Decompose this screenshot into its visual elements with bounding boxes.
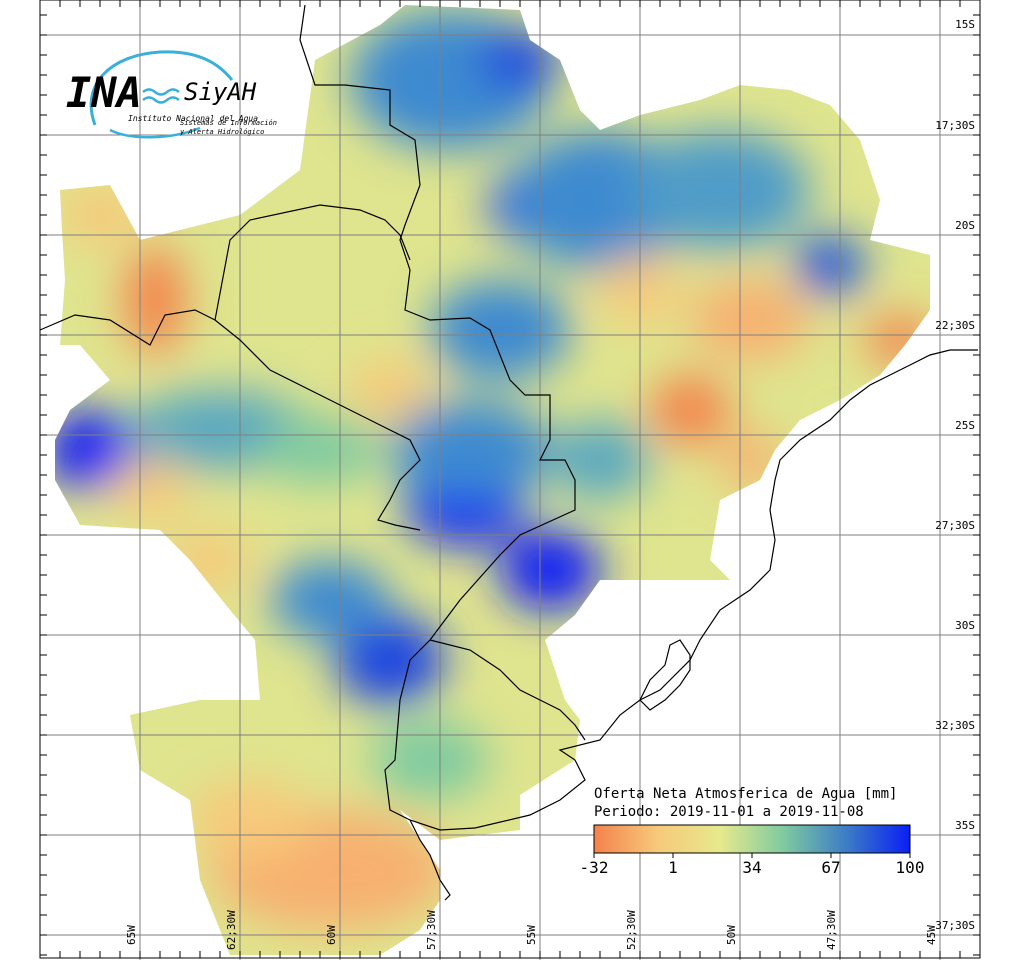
logo-org-text: Instituto Nacional del Agua — [128, 114, 258, 123]
lat-label: 20S — [955, 219, 975, 232]
lat-label: 32;30S — [935, 719, 975, 732]
colorbar-tick-label: -32 — [580, 858, 609, 877]
colorbar-tick-label: 67 — [821, 858, 840, 877]
legend-period: Periodo: 2019-11-01 a 2019-11-08 — [594, 804, 864, 820]
river-plate — [409, 819, 451, 901]
lat-label: 37;30S — [935, 919, 975, 932]
lat-label: 25S — [955, 419, 975, 432]
lon-label: 47;30W — [825, 910, 838, 950]
latitude-labels: 15S 17;30S 20S 22;30S 25S 27;30S 30S 32;… — [935, 18, 975, 932]
lon-label: 57;30W — [425, 910, 438, 950]
lon-label: 45W — [925, 925, 938, 945]
border-line — [299, 4, 576, 831]
colorbar — [593, 824, 911, 854]
border-line — [429, 639, 586, 741]
lat-label: 15S — [955, 18, 975, 31]
borders — [39, 4, 978, 901]
logo-line1-text: Sistemas de Información — [180, 119, 277, 127]
logo-arc — [89, 50, 234, 126]
logo-line2-text: y Alerta Hidrológico — [179, 128, 264, 136]
lat-label: 30S — [955, 619, 975, 632]
coastline — [474, 349, 978, 829]
lat-label: 17;30S — [935, 119, 975, 132]
lat-label: 35S — [955, 819, 975, 832]
colorbar-ticks — [593, 853, 911, 858]
logo-siyah-text: SiyAH — [184, 78, 257, 106]
colorbar-tick-label: 34 — [742, 858, 761, 877]
legend-title: Oferta Neta Atmosferica de Agua [mm] — [594, 786, 897, 802]
logo-waves — [142, 88, 180, 104]
colorbar-tick-label: 1 — [668, 858, 678, 877]
lon-label: 60W — [325, 925, 338, 945]
map-frame — [39, 0, 981, 959]
lagoon-outline — [639, 639, 691, 711]
lon-label: 52;30W — [625, 910, 638, 950]
logo-ina-text: INA — [66, 68, 142, 117]
frame-ticks — [39, 0, 981, 958]
lat-label: 27;30S — [935, 519, 975, 532]
colorbar-tick-label: 100 — [896, 858, 925, 877]
lon-label: 62;30W — [225, 910, 238, 950]
longitude-labels: 65W 62;30W 60W 57;30W 55W 52;30W 50W 47;… — [125, 910, 938, 950]
border-line — [214, 319, 421, 531]
lat-label: 22;30S — [935, 319, 975, 332]
lon-label: 50W — [725, 925, 738, 945]
ina-logo: INA SiyAH Instituto Nacional del Agua Si… — [66, 50, 277, 139]
lon-label: 55W — [525, 925, 538, 945]
logo-arc — [109, 126, 201, 139]
legend: Oferta Neta Atmosferica de Agua [mm] Per… — [580, 786, 925, 877]
lon-label: 65W — [125, 925, 138, 945]
border-line — [39, 204, 411, 346]
